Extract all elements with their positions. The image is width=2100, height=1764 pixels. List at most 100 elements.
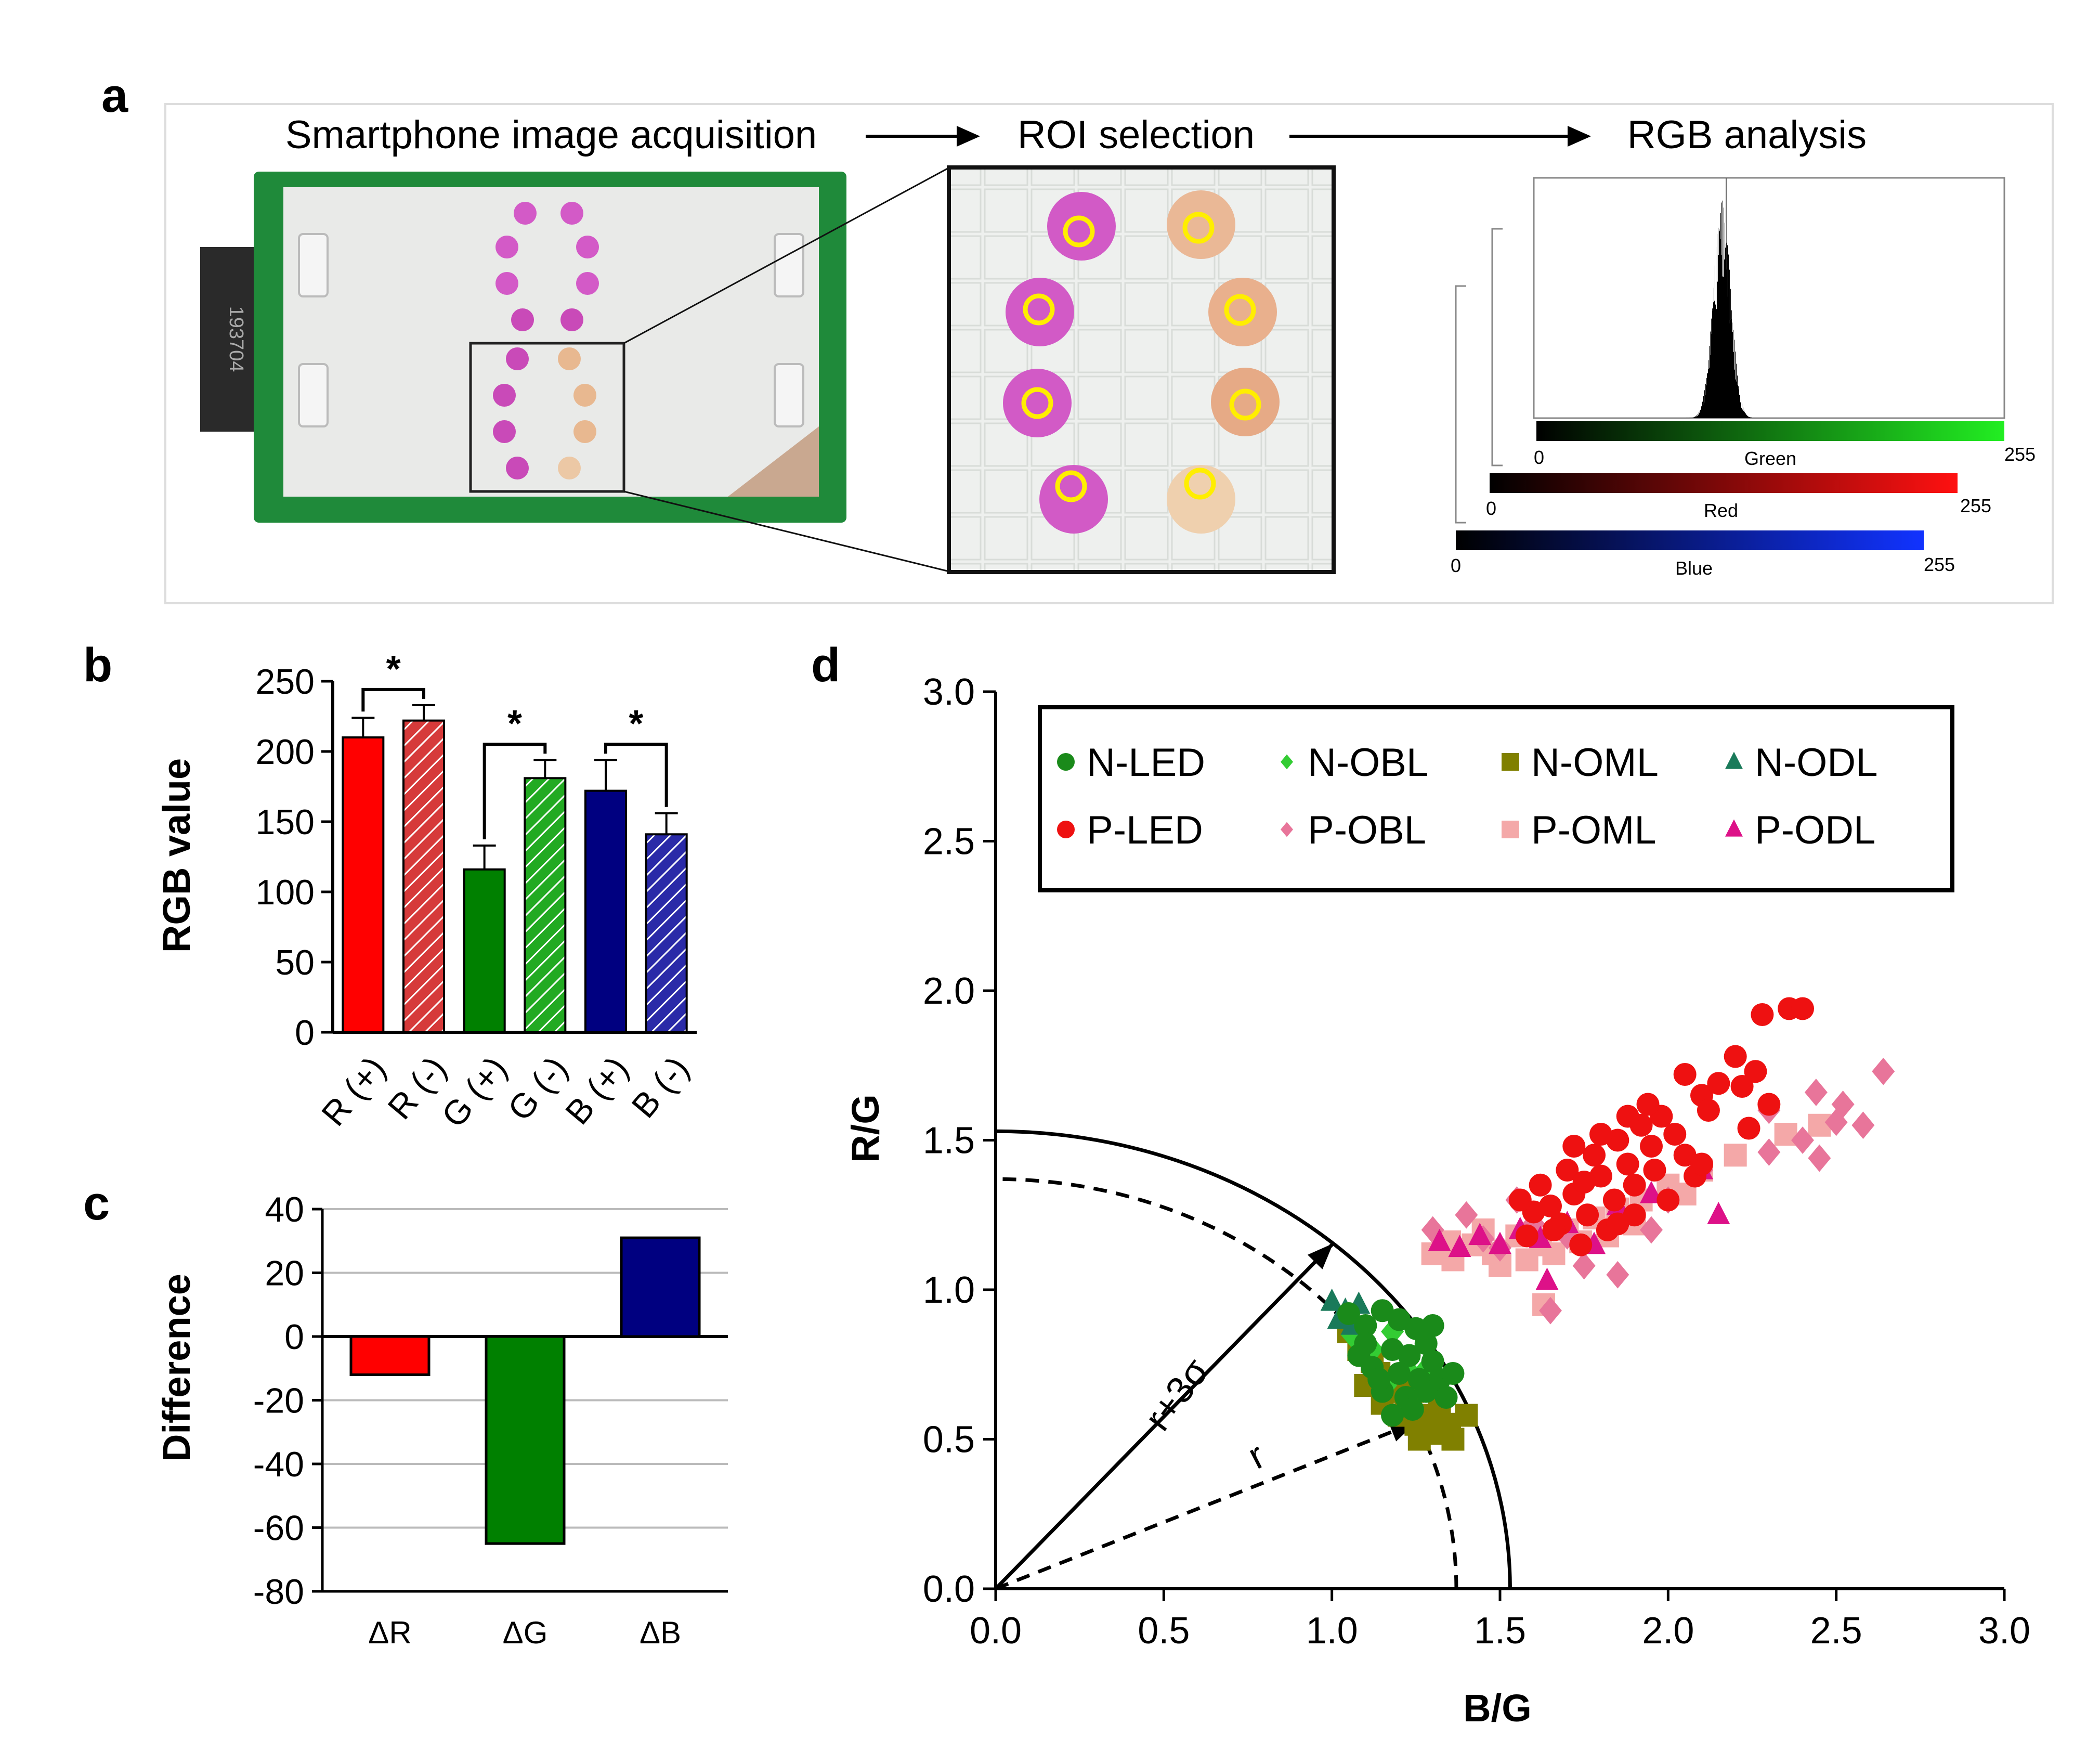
d-point (1539, 1296, 1562, 1325)
step-rgb-label: RGB analysis (1627, 113, 1867, 157)
d-point (1851, 1111, 1875, 1139)
d-legend-label: P-OBL (1308, 808, 1426, 852)
d-point (1808, 1144, 1831, 1172)
panel-label-d: d (811, 639, 840, 692)
red-gradient-bar (1490, 473, 1958, 493)
d-point (1690, 1152, 1713, 1176)
device-clip (298, 363, 329, 427)
roi-well (1211, 368, 1280, 436)
d-point (1606, 1261, 1629, 1289)
blue-scale-max: 255 (1924, 554, 1955, 575)
d-point (1697, 1099, 1720, 1122)
d-y-tick-label: 2.5 (923, 821, 975, 863)
d-legend-marker (1725, 751, 1743, 769)
roi-circle (1055, 470, 1087, 502)
d-point (1640, 1216, 1663, 1244)
d-point (1421, 1314, 1444, 1337)
blue-scale-min: 0 (1451, 555, 1461, 576)
c-bar (485, 1335, 566, 1545)
b-significance-label: * (507, 703, 522, 745)
histogram-bracket (1491, 228, 1503, 466)
d-point (1542, 1218, 1566, 1241)
b-x-tick-label: G (+) (434, 1049, 515, 1134)
d-legend-label: N-LED (1087, 741, 1205, 785)
d-point (1441, 1428, 1465, 1451)
d-point (1428, 1228, 1451, 1251)
device-wells-right (558, 202, 599, 479)
b-significance-label: * (386, 648, 401, 690)
d-point (1529, 1173, 1552, 1197)
histogram-bars (1685, 200, 1752, 418)
d-legend-label: P-OML (1531, 808, 1656, 852)
d-point (1791, 1126, 1814, 1154)
d-series-N-LED (1337, 1299, 1465, 1427)
d-point (1337, 1302, 1360, 1325)
d-legend-marker (1057, 753, 1075, 771)
d-point (1656, 1188, 1680, 1212)
d-y-tick-label: 2.0 (923, 970, 975, 1012)
histogram-box (1533, 177, 2005, 419)
d-y-axis-label: R/G (844, 1094, 887, 1163)
b-x-tick-label: B (+) (558, 1049, 636, 1132)
d-x-tick-label: 1.0 (1306, 1610, 1358, 1652)
b-y-tick-label: 50 (275, 943, 315, 982)
d-x-tick-label: 1.5 (1474, 1610, 1526, 1652)
green-gradient-bar (1536, 421, 2004, 441)
d-point (1489, 1231, 1511, 1254)
c-y-tick-label: 40 (265, 1190, 304, 1229)
d-point (1468, 1223, 1492, 1246)
d-point (1515, 1248, 1538, 1272)
roi-circle (1224, 294, 1256, 326)
d-legend-marker (1281, 822, 1293, 837)
device-photo: 193704 (200, 172, 846, 523)
roi-box (469, 342, 625, 493)
d-point (1673, 1144, 1697, 1167)
d-y-tick-label: 0.0 (923, 1568, 975, 1610)
d-point (1401, 1398, 1424, 1421)
red-scale-max: 255 (1960, 495, 1991, 516)
d-point (1751, 1003, 1774, 1026)
d-point (1367, 1368, 1391, 1391)
d-arrow-r3sigma (994, 1242, 1335, 1590)
d-x-tick-label: 3.0 (1978, 1610, 2030, 1652)
b-bar (584, 789, 627, 1033)
d-point (1421, 1350, 1444, 1373)
d-x-tick-label: 0.5 (1138, 1610, 1190, 1652)
d-x-tick-label: 0.0 (970, 1610, 1022, 1652)
d-point (1414, 1332, 1438, 1355)
zoom-line (623, 165, 952, 344)
roi-well (1208, 278, 1277, 346)
d-x-tick-label: 2.0 (1642, 1610, 1694, 1652)
b-bars: * * * (342, 648, 688, 1034)
d-point (1455, 1201, 1478, 1229)
b-y-tick-label: 150 (256, 802, 315, 842)
d-point (1602, 1188, 1626, 1212)
b-y-axis-label: RGB value (155, 758, 198, 953)
d-point (1808, 1113, 1831, 1137)
d-point (1388, 1362, 1411, 1385)
c-bar (620, 1236, 701, 1338)
d-legend-marker (1281, 754, 1293, 770)
b-x-tick-label: R (+) (314, 1049, 393, 1133)
d-legend-label: N-OML (1531, 741, 1659, 785)
d-point (1320, 1288, 1344, 1311)
d-legend-label: N-OBL (1308, 741, 1428, 785)
d-point (1872, 1057, 1895, 1085)
c-y-tick-label: -20 (253, 1381, 304, 1421)
d-point (1640, 1135, 1663, 1158)
red-scale-min: 0 (1486, 498, 1496, 519)
roi-circle (1182, 212, 1215, 244)
green-scale-name: Green (1744, 448, 1796, 469)
roi-well (1047, 192, 1116, 261)
arrow-2-head (1568, 126, 1591, 147)
d-point (1441, 1362, 1465, 1385)
d-point (1414, 1380, 1438, 1403)
d-legend-label: N-ODL (1755, 741, 1877, 785)
d-point (1707, 1072, 1730, 1095)
b-bar (463, 868, 506, 1034)
step-roi-label: ROI selection (1018, 113, 1255, 157)
c-x-tick-label: ΔR (368, 1615, 411, 1650)
d-point (1663, 1123, 1687, 1146)
roi-well (1003, 369, 1072, 437)
